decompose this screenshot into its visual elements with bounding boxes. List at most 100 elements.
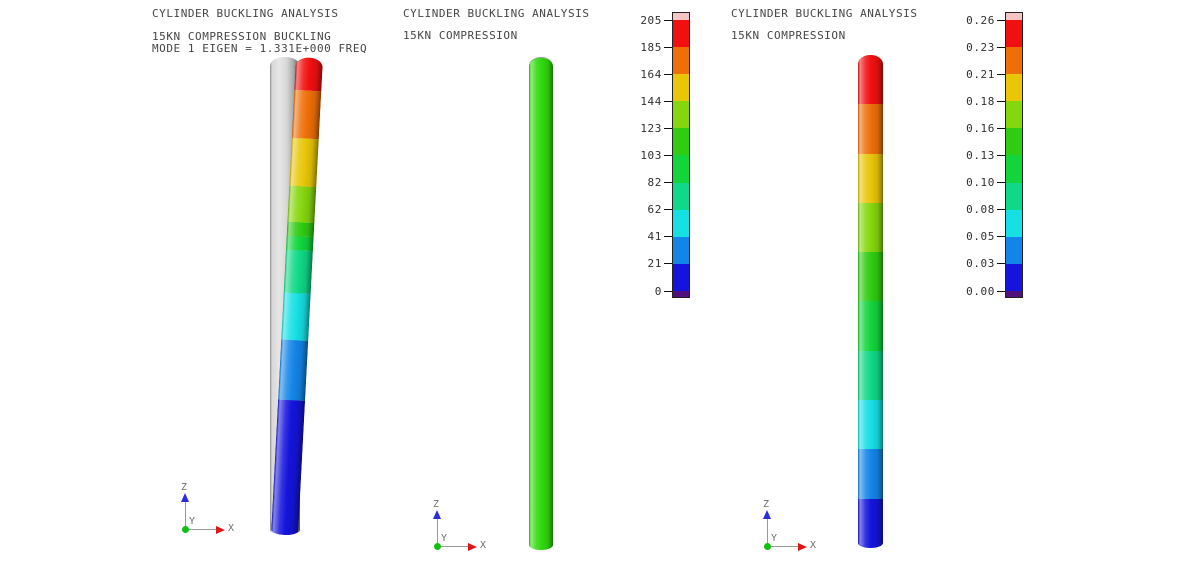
x-axis-line [185,529,221,530]
colorbar-band [1006,290,1022,297]
fringe-band [858,498,883,548]
z-axis-arrow-icon [181,493,189,502]
colorbar-band [673,20,689,48]
fringe-band [858,55,883,105]
fringe-band [858,153,883,203]
z-axis-arrow-icon [763,510,771,519]
fringe-band [286,221,315,238]
colorbar-band [1006,263,1022,291]
colorbar-tick-label: 0.10 [966,176,995,190]
x-axis-arrow-icon [798,542,807,551]
colorbar-band [1006,74,1022,102]
x-axis-arrow-icon [216,525,225,534]
colorbar-tick: 41 [630,230,672,244]
colorbar-tick: 0.21 [963,68,1005,81]
view-title: CYLINDER BUCKLING ANALYSIS [152,7,339,20]
colorbar-band [673,47,689,75]
colorbar-band [673,74,689,102]
colorbar-band [673,182,689,210]
colorbar-tick-label: 0.05 [966,230,995,244]
fringe-band [285,235,314,252]
z-axis-label: Z [763,499,770,510]
colorbar-tick-label: 0.18 [966,94,995,108]
axis-triad: Z X Y [160,482,240,540]
view-subtitle-load: 15KN COMPRESSION BUCKLING [152,30,332,43]
colorbar-tick-label: 62 [647,203,662,217]
colorbar-tick-mark [997,127,1005,129]
view-subtitle-load: 15KN COMPRESSION [731,29,846,42]
colorbar-tick-label: 0 [654,284,662,298]
colorbar-tick-mark [664,155,672,156]
colorbar-tick: 0.05 [963,230,1005,244]
fringe-band [278,339,309,401]
colorbar-tick-mark [664,209,672,211]
x-axis-label: X [480,540,487,551]
y-axis-label: Y [189,516,196,527]
y-axis-dot-icon [182,526,189,533]
colorbar-tick-label: 0.16 [966,121,995,135]
colorbar-band [1006,128,1022,156]
colorbar-band [1006,209,1022,237]
colorbar-tick: 123 [630,121,672,135]
colorbar-tick: 0.18 [963,94,1005,108]
colorbar-band [673,13,689,20]
colorbar-tick-mark [997,182,1005,184]
viewport-uniform-fringe[interactable]: CYLINDER BUCKLING ANALYSIS 15KN COMPRESS… [390,0,720,566]
colorbar-band [673,263,689,291]
colorbar-band [673,128,689,156]
y-axis-label: Y [771,533,778,544]
colorbar-tick: 0.16 [963,121,1005,135]
fringe-band [858,301,883,351]
z-axis-line [185,500,186,530]
view-subtitle-eigen: MODE 1 EIGEN = 1.331E+000 FREQ [152,42,368,55]
colorbar-tick-label: 123 [640,121,662,135]
view-subtitle-load: 15KN COMPRESSION [403,29,518,42]
colorbar-tick: 144 [630,95,672,108]
colorbar-tick-label: 0.13 [966,149,995,162]
colorbar-tick-mark [664,73,672,75]
colorbar-tick-mark [997,290,1005,292]
colorbar-tick: 82 [630,176,672,189]
colorbar-tick-mark [997,155,1005,156]
colorbar-tick: 0.23 [963,41,1005,54]
colorbar-band [673,236,689,264]
colorbar-tick-label: 41 [647,230,662,244]
fringe-band [281,292,311,341]
colorbar-tick-label: 205 [640,13,662,27]
fringe-band [283,249,313,295]
view-title: CYLINDER BUCKLING ANALYSIS [731,7,918,20]
colorbar-band [673,290,689,297]
colorbar-tick-label: 0.08 [966,203,995,217]
z-axis-line [437,517,438,547]
colorbar-tick-mark [997,209,1005,211]
x-axis-label: X [810,540,817,551]
y-axis-dot-icon [434,543,441,550]
colorbar-tick: 62 [630,203,672,217]
fringe-band [287,185,317,224]
viewport-buckling-mode[interactable]: CYLINDER BUCKLING ANALYSIS 15KN COMPRESS… [0,0,390,566]
z-axis-label: Z [181,482,188,493]
colorbar-tick-mark [997,263,1005,265]
viewport-banded-fringe[interactable]: CYLINDER BUCKLING ANALYSIS 15KN COMPRESS… [720,0,1178,566]
colorbar-tick-label: 164 [640,67,662,81]
x-axis-arrow-icon [468,542,477,551]
uniform-fringe-cylinder [529,57,553,550]
colorbar-tick-mark [997,100,1005,102]
colorbar-tick: 0.08 [963,203,1005,217]
colorbar-tick: 0.10 [963,176,1005,190]
fringe-band [858,202,883,253]
fringe-band [858,449,883,499]
fringe-band [858,104,883,154]
colorbar-band [1006,20,1022,48]
banded-fringe-cylinder [858,55,883,548]
fringe-colorbar-stress: 205 185 164 144 123 103 82 62 41 21 0 [630,12,690,298]
fringe-band [294,56,323,92]
colorbar-tick-mark [664,263,672,265]
colorbar-tick-label: 21 [647,257,662,271]
fringe-colorbar-displacement: 0.26 0.23 0.21 0.18 0.16 0.13 0.10 0.08 0.05 0.03… [963,12,1023,298]
fringe-band [858,252,883,302]
colorbar-tick: 0 [630,284,672,298]
colorbar-spectrum [672,12,690,298]
colorbar-tick-mark [664,236,672,238]
